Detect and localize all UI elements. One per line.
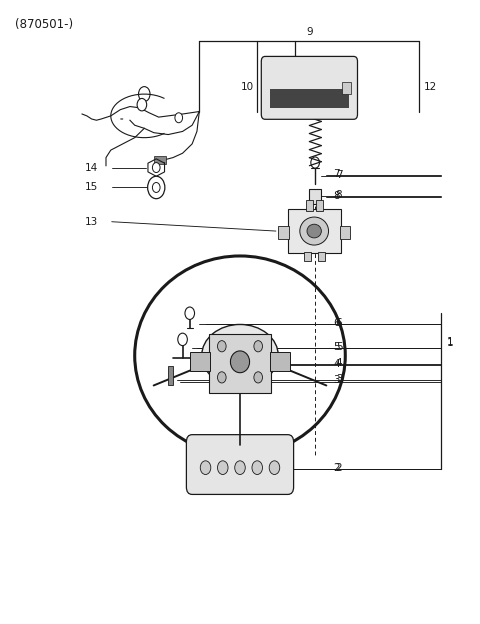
Text: 11: 11 [279, 82, 293, 92]
Ellipse shape [300, 217, 328, 245]
Circle shape [137, 99, 147, 111]
Bar [190, 353, 210, 371]
Text: 12: 12 [424, 82, 437, 92]
Circle shape [252, 461, 263, 474]
Text: 8: 8 [333, 190, 340, 200]
Bar [304, 251, 311, 261]
Text: 14: 14 [84, 163, 98, 173]
FancyBboxPatch shape [186, 435, 294, 494]
Bar [168, 366, 173, 385]
FancyBboxPatch shape [261, 56, 358, 119]
Circle shape [178, 333, 187, 346]
Text: 4: 4 [333, 359, 340, 369]
Text: 7: 7 [333, 168, 340, 179]
Text: 3: 3 [333, 376, 340, 386]
Circle shape [153, 182, 160, 192]
Circle shape [153, 163, 160, 172]
Circle shape [217, 461, 228, 474]
Text: 6: 6 [333, 318, 340, 328]
Bar [339, 226, 350, 238]
Circle shape [200, 461, 211, 474]
Text: 13: 13 [84, 217, 98, 227]
Circle shape [175, 113, 182, 123]
Circle shape [254, 372, 263, 383]
Bar [288, 209, 340, 253]
Text: 15: 15 [84, 182, 98, 192]
Text: 7: 7 [336, 170, 342, 180]
Ellipse shape [202, 324, 278, 387]
Text: 9: 9 [306, 27, 312, 37]
Bar [316, 200, 323, 211]
Bar [270, 353, 290, 371]
Text: 5: 5 [333, 342, 340, 352]
Circle shape [269, 461, 280, 474]
Circle shape [235, 461, 245, 474]
Text: 2: 2 [336, 462, 342, 472]
Text: 8: 8 [336, 190, 342, 200]
Bar [318, 251, 324, 261]
Text: 1: 1 [447, 338, 454, 348]
Text: 1: 1 [447, 337, 454, 347]
Text: 5: 5 [336, 342, 342, 352]
Bar [209, 334, 271, 393]
Circle shape [217, 372, 226, 383]
Circle shape [148, 176, 165, 198]
Text: 2: 2 [333, 462, 340, 472]
Text: (870501-): (870501-) [15, 18, 73, 31]
Bar [306, 200, 313, 211]
Bar [342, 82, 351, 94]
Ellipse shape [307, 224, 322, 238]
Bar [310, 189, 321, 204]
Ellipse shape [230, 351, 250, 373]
Bar [270, 89, 349, 108]
Text: 10: 10 [241, 82, 254, 92]
Text: 6: 6 [336, 318, 342, 328]
Text: 4: 4 [336, 358, 342, 368]
Text: 3: 3 [336, 374, 342, 384]
Circle shape [185, 307, 194, 319]
Circle shape [254, 341, 263, 352]
Bar [278, 226, 289, 238]
Circle shape [217, 341, 226, 352]
Bar [154, 157, 166, 164]
